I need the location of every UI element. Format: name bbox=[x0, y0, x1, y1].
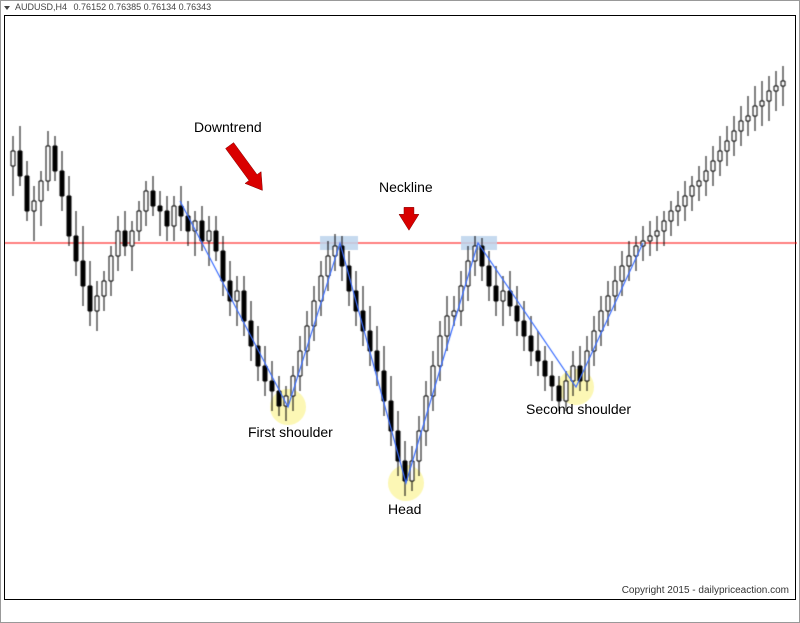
label-neckline: Neckline bbox=[379, 179, 433, 195]
ohlc-label: 0.76152 0.76385 0.76134 0.76343 bbox=[74, 2, 212, 12]
chart-header: AUDUSD,H4 0.76152 0.76385 0.76134 0.7634… bbox=[4, 2, 211, 12]
label-head: Head bbox=[388, 501, 421, 517]
label-second-shoulder: Second shoulder bbox=[526, 401, 631, 417]
label-downtrend: Downtrend bbox=[194, 119, 262, 135]
symbol-label: AUDUSD,H4 bbox=[15, 2, 67, 12]
copyright-text: Copyright 2015 - dailypriceaction.com bbox=[622, 585, 789, 596]
dropdown-icon[interactable] bbox=[4, 6, 10, 10]
chart-container: AUDUSD,H4 0.76152 0.76385 0.76134 0.7634… bbox=[0, 0, 800, 623]
label-first-shoulder: First shoulder bbox=[248, 424, 333, 440]
